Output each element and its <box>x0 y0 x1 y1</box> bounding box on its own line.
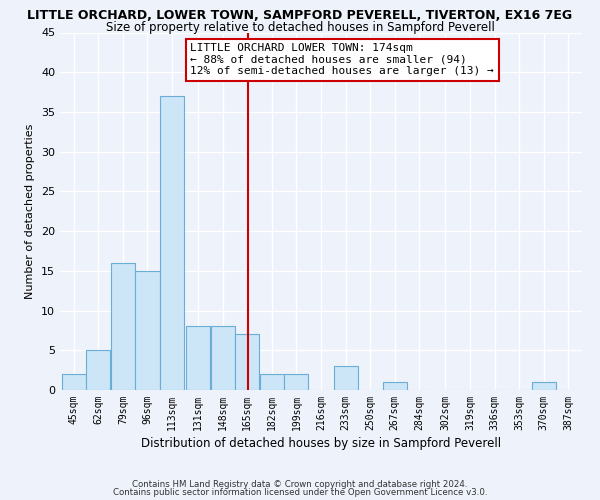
Bar <box>334 366 358 390</box>
Bar <box>260 374 284 390</box>
Bar <box>186 326 210 390</box>
Text: Size of property relative to detached houses in Sampford Peverell: Size of property relative to detached ho… <box>106 22 494 35</box>
X-axis label: Distribution of detached houses by size in Sampford Peverell: Distribution of detached houses by size … <box>141 437 501 450</box>
Text: LITTLE ORCHARD, LOWER TOWN, SAMPFORD PEVERELL, TIVERTON, EX16 7EG: LITTLE ORCHARD, LOWER TOWN, SAMPFORD PEV… <box>28 9 572 22</box>
Bar <box>211 326 235 390</box>
Text: Contains public sector information licensed under the Open Government Licence v3: Contains public sector information licen… <box>113 488 487 497</box>
Text: LITTLE ORCHARD LOWER TOWN: 174sqm
← 88% of detached houses are smaller (94)
12% : LITTLE ORCHARD LOWER TOWN: 174sqm ← 88% … <box>191 43 494 76</box>
Bar <box>86 350 110 390</box>
Text: Contains HM Land Registry data © Crown copyright and database right 2024.: Contains HM Land Registry data © Crown c… <box>132 480 468 489</box>
Bar <box>136 271 160 390</box>
Bar <box>235 334 259 390</box>
Bar <box>284 374 308 390</box>
Bar <box>160 96 184 390</box>
Bar <box>383 382 407 390</box>
Bar <box>532 382 556 390</box>
Y-axis label: Number of detached properties: Number of detached properties <box>25 124 35 299</box>
Bar <box>62 374 86 390</box>
Bar <box>111 263 135 390</box>
